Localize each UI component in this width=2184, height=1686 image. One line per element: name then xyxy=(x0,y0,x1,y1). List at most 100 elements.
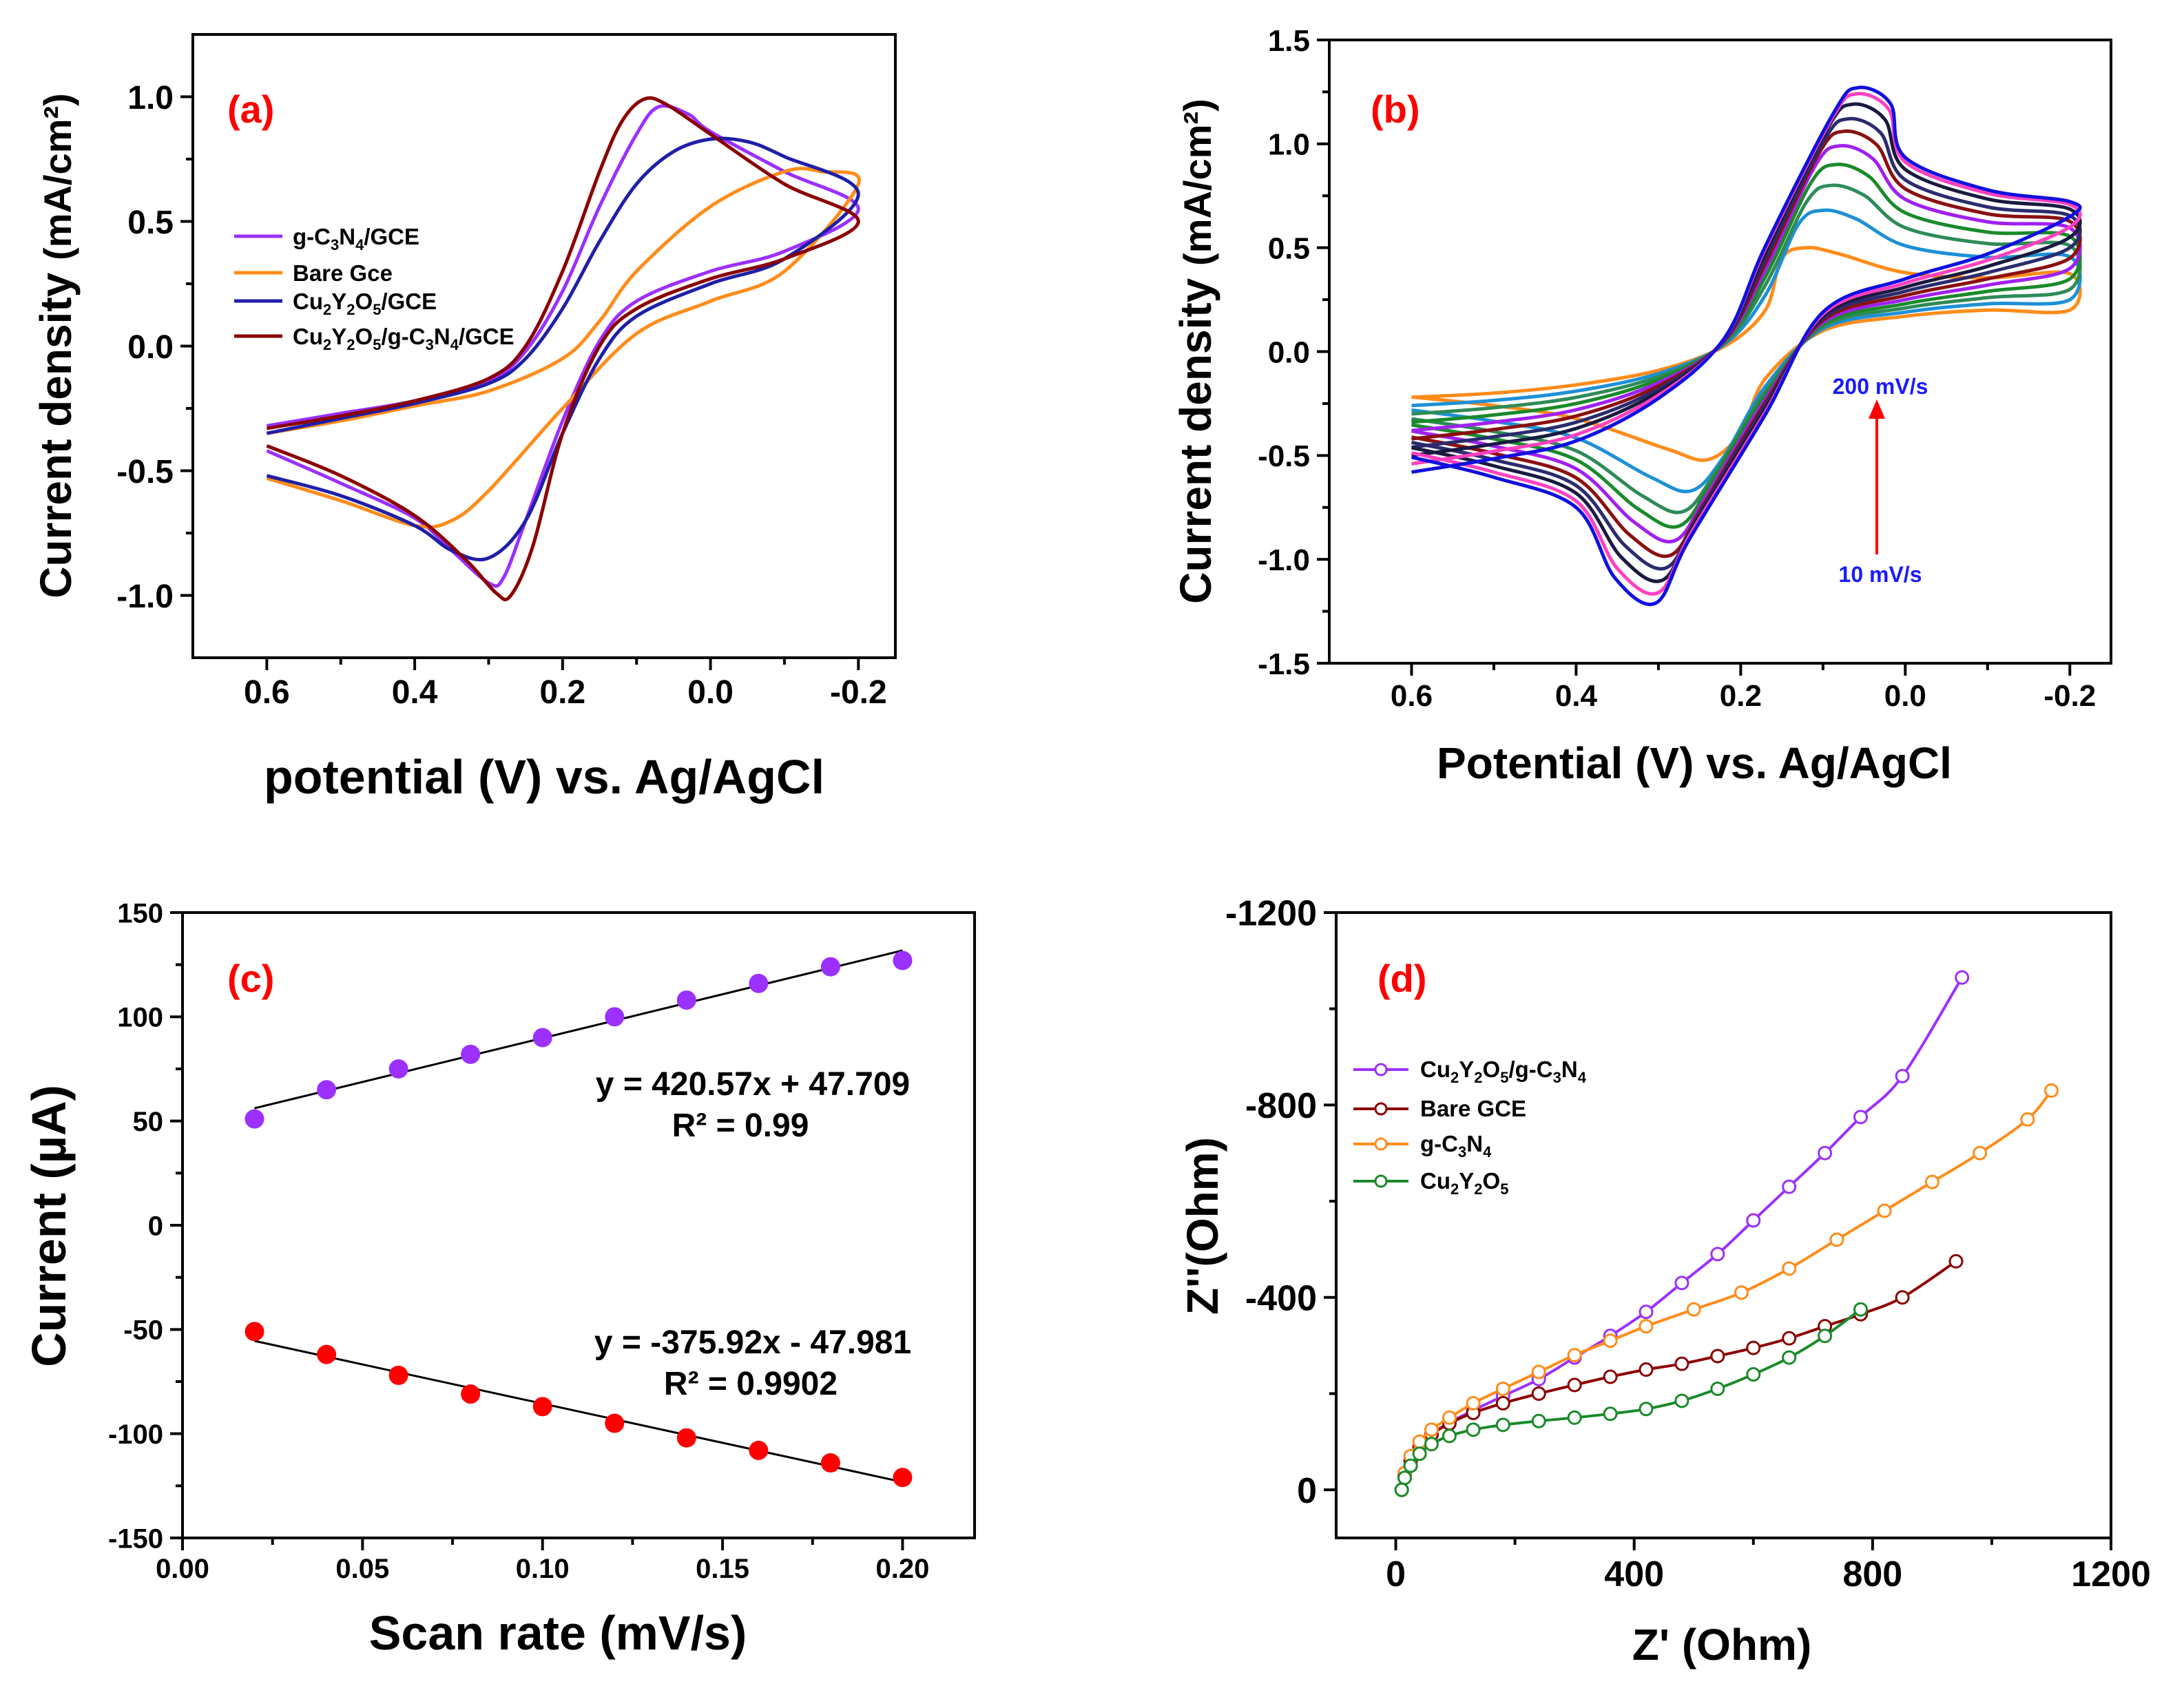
y-axis-label-b: Current density (mA/cm²) xyxy=(1171,98,1220,603)
data-point-c-1-3 xyxy=(461,1384,481,1404)
legend-label-a-0: g-C3N4/GCE xyxy=(293,224,419,253)
y-tick-label-d-1: -800 xyxy=(1245,1086,1317,1126)
eis-point-d-1-14 xyxy=(1746,1340,1761,1355)
axis-ticks-c: 0.00 0.05 0.10 0.15 0.20 150 100 50 0 -50 -100 -150 xyxy=(108,898,929,1584)
y-tick-label-d-3: 0 xyxy=(1297,1471,1317,1511)
data-point-c-1-5 xyxy=(605,1413,625,1433)
eis-point-d-3-12 xyxy=(1674,1393,1689,1408)
eis-point-d-2-15 xyxy=(1829,1232,1844,1247)
legend-d: Cu2Y2O5/g-C3N4 Bare GCE g-C3N4 Cu2Y2O5 xyxy=(1353,1057,1587,1198)
plot-frame-b xyxy=(1328,39,2112,665)
legend-marker-d-2 xyxy=(1374,1137,1388,1151)
legend-label-d-2: g-C3N4 xyxy=(1420,1131,1492,1161)
eis-point-d-2-11 xyxy=(1639,1319,1654,1334)
cv-scan-curve-b-9 xyxy=(1411,85,2082,606)
y-tick-label-d-0: -1200 xyxy=(1225,894,1317,934)
cv-curve-a-1 xyxy=(266,167,861,529)
cv-scan-curve-b-8 xyxy=(1411,92,2082,596)
x-tick-label-c-1: 0.05 xyxy=(335,1554,389,1584)
eis-point-d-1-19 xyxy=(1948,1253,1964,1269)
x-tick-label-d-3: 1200 xyxy=(2071,1554,2151,1594)
data-point-c-0-2 xyxy=(388,1059,408,1079)
legend-label-a-3: Cu2Y2O5/g-C3N4/GCE xyxy=(293,324,514,353)
y-tick-label-b-0: 1.5 xyxy=(1268,24,1310,58)
y-tick-label-a-1: 0.5 xyxy=(127,205,174,241)
y-tick-label-b-6: -1.5 xyxy=(1258,647,1310,681)
x-tick-label-a-4: -0.2 xyxy=(830,674,887,711)
x-tick-label-b-1: 0.4 xyxy=(1555,679,1598,713)
legend-a: g-C3N4/GCE Bare Gce Cu2Y2O5/GCE Cu2Y2O5/… xyxy=(234,224,514,353)
data-point-c-0-1 xyxy=(317,1080,337,1100)
eis-point-d-3-4 xyxy=(1424,1437,1439,1452)
data-point-c-0-7 xyxy=(749,973,769,993)
eis-curve-d-1 xyxy=(1400,1260,1957,1490)
eis-point-d-1-11 xyxy=(1639,1362,1654,1377)
data-point-c-0-0 xyxy=(245,1109,264,1129)
y-tick-label-c-1: 100 xyxy=(117,1003,163,1033)
x-axis-label-d: Z' (Ohm) xyxy=(1632,1620,1812,1669)
y-tick-label-d-2: -400 xyxy=(1245,1278,1317,1318)
y-tick-label-b-1: 1.0 xyxy=(1268,128,1310,162)
eis-point-d-2-6 xyxy=(1466,1395,1481,1411)
fit-line-c-1 xyxy=(254,1340,903,1484)
eis-point-d-3-14 xyxy=(1746,1367,1761,1382)
data-point-c-1-7 xyxy=(749,1440,769,1460)
y-tick-label-c-4: -50 xyxy=(123,1315,163,1346)
arrow-head-icon xyxy=(1869,399,1885,419)
x-tick-label-a-2: 0.2 xyxy=(539,674,585,711)
cv-scan-curve-b-7 xyxy=(1411,102,2082,583)
cv-curve-a-3 xyxy=(266,96,860,602)
y-tick-label-a-2: 0.0 xyxy=(127,329,174,366)
annotation-200-mvs: 200 mV/s xyxy=(1833,374,1928,399)
x-tick-label-b-0: 0.6 xyxy=(1391,679,1433,713)
series-group-b xyxy=(1411,85,2082,606)
legend-label-d-1: Bare GCE xyxy=(1420,1096,1526,1121)
eis-point-d-2-16 xyxy=(1877,1203,1892,1218)
fit-equation-anodic: y = 420.57x + 47.709 xyxy=(596,1066,910,1103)
legend-label-a-1: Bare Gce xyxy=(293,260,393,286)
y-axis-label-a: Current density (mA/cm²) xyxy=(31,93,81,598)
eis-point-d-0-16 xyxy=(1818,1145,1833,1161)
data-point-c-1-0 xyxy=(245,1322,264,1342)
eis-point-d-2-8 xyxy=(1531,1364,1546,1380)
legend-marker-d-1 xyxy=(1374,1102,1388,1116)
panel-a: 0.6 0.4 0.2 0.0 -0.2 1.0 0.5 0.0 -0.5 -1.0 (a) g-… xyxy=(31,33,897,804)
plot-frame-c xyxy=(181,911,976,1539)
eis-point-d-0-15 xyxy=(1782,1179,1797,1194)
y-tick-label-a-4: -1.0 xyxy=(116,579,174,615)
eis-point-d-1-9 xyxy=(1567,1377,1582,1393)
eis-point-d-3-11 xyxy=(1639,1402,1654,1417)
x-tick-label-a-0: 0.6 xyxy=(244,674,290,711)
eis-point-d-3-0 xyxy=(1394,1482,1409,1497)
x-axis-label-b: Potential (V) vs. Ag/AgCl xyxy=(1437,738,1952,788)
plot-frame-d xyxy=(1335,911,2112,1539)
eis-point-d-2-13 xyxy=(1734,1285,1749,1300)
y-tick-label-c-5: -100 xyxy=(108,1419,163,1450)
x-tick-label-c-0: 0.00 xyxy=(156,1554,209,1584)
x-tick-label-c-3: 0.15 xyxy=(696,1554,749,1584)
fit-line-c-0 xyxy=(254,949,903,1110)
eis-point-d-3-3 xyxy=(1412,1446,1427,1461)
eis-point-d-0-11 xyxy=(1639,1304,1654,1320)
x-tick-label-b-4: -0.2 xyxy=(2043,679,2096,713)
eis-point-d-0-17 xyxy=(1853,1110,1869,1125)
eis-point-d-0-14 xyxy=(1746,1213,1761,1228)
data-point-c-0-4 xyxy=(532,1028,552,1048)
fit-r2-anodic: R² = 0.99 xyxy=(672,1107,809,1144)
eis-point-d-1-12 xyxy=(1674,1356,1689,1371)
legend-marker-d-0 xyxy=(1374,1063,1388,1076)
series-group-d xyxy=(1394,970,2059,1497)
data-point-c-0-3 xyxy=(461,1044,481,1064)
eis-point-d-2-4 xyxy=(1424,1422,1439,1437)
eis-point-d-1-15 xyxy=(1782,1331,1797,1346)
eis-point-d-0-12 xyxy=(1674,1276,1689,1291)
x-tick-label-a-1: 0.4 xyxy=(392,674,438,711)
data-point-c-1-1 xyxy=(317,1344,337,1364)
panel-label-a: (a) xyxy=(227,87,274,131)
fit-r2-cathodic: R² = 0.9902 xyxy=(664,1366,838,1402)
y-axis-label-d: Z''(Ohm) xyxy=(1178,1137,1227,1315)
eis-point-d-1-10 xyxy=(1603,1369,1618,1384)
cv-scan-curve-b-5 xyxy=(1411,129,2082,559)
eis-point-d-3-6 xyxy=(1466,1422,1481,1437)
